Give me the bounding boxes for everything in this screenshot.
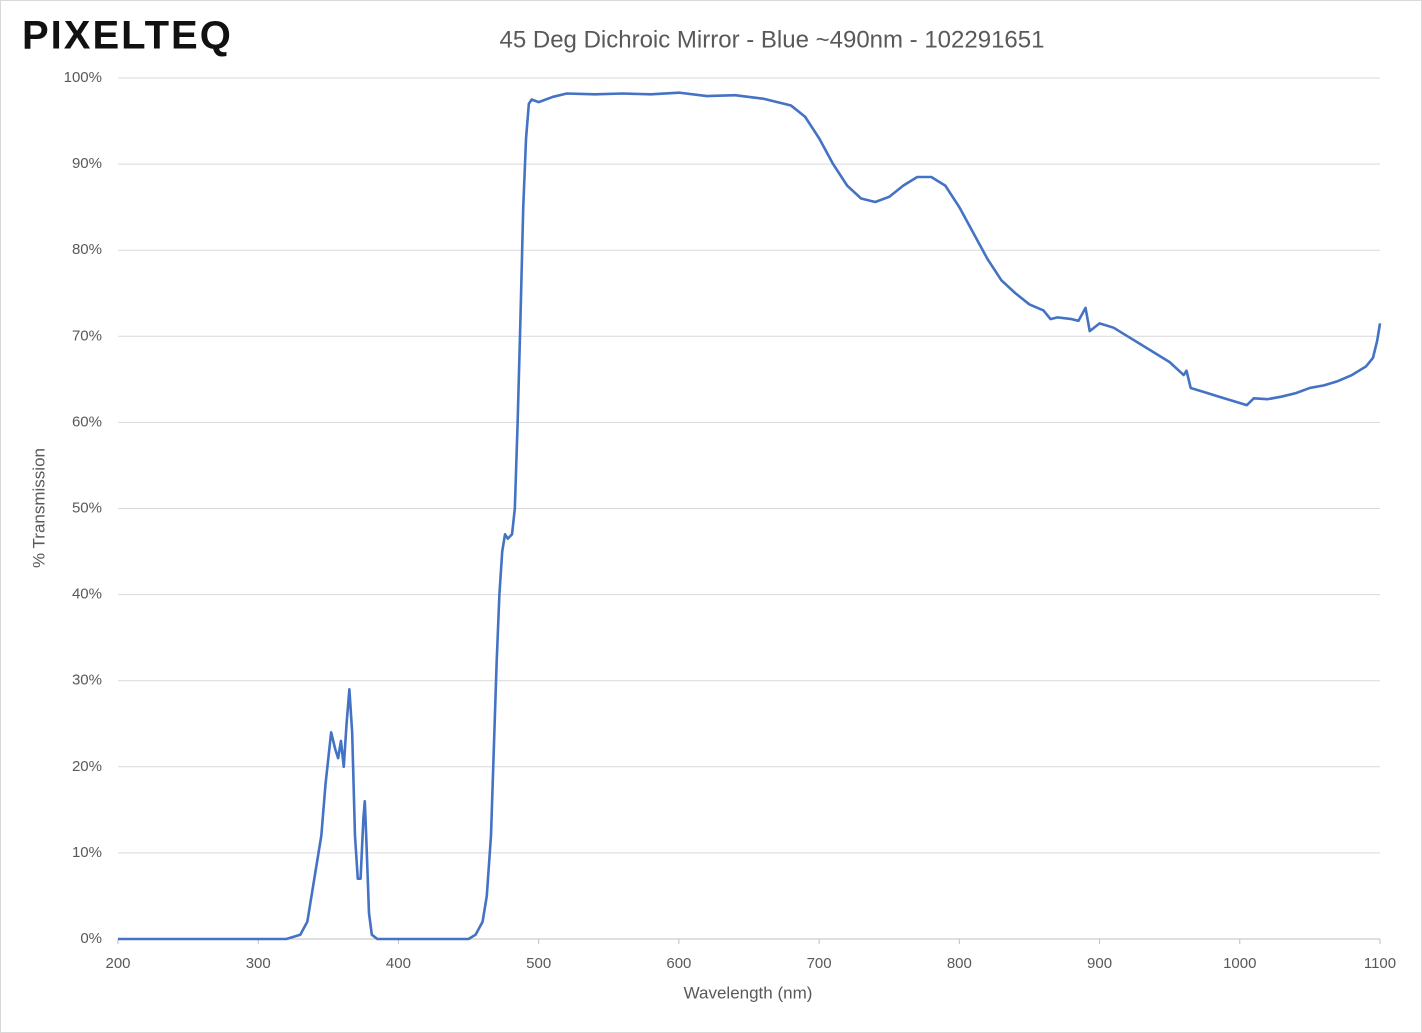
x-tick-label: 200 bbox=[105, 955, 130, 972]
x-tick-label: 900 bbox=[1087, 955, 1112, 972]
y-tick-label: 80% bbox=[72, 241, 102, 258]
y-tick-label: 70% bbox=[72, 327, 102, 344]
chart-title: 45 Deg Dichroic Mirror - Blue ~490nm - 1… bbox=[500, 26, 1045, 53]
x-tick-label: 1100 bbox=[1364, 955, 1396, 972]
y-tick-label: 30% bbox=[72, 672, 102, 689]
y-tick-label: 0% bbox=[80, 930, 102, 947]
y-tick-label: 20% bbox=[72, 758, 102, 775]
logo: PIXELTEQ bbox=[22, 14, 233, 58]
x-tick-label: 600 bbox=[666, 955, 691, 972]
y-tick-label: 40% bbox=[72, 586, 102, 603]
series-line bbox=[118, 91, 1382, 941]
y-tick-label: 50% bbox=[72, 499, 102, 516]
x-tick-label: 800 bbox=[947, 955, 972, 972]
x-tick-label: 1000 bbox=[1223, 955, 1256, 972]
x-tick-label: 500 bbox=[526, 955, 551, 972]
x-tick-label: 300 bbox=[246, 955, 271, 972]
y-tick-label: 90% bbox=[72, 155, 102, 172]
x-tick-label: 700 bbox=[807, 955, 832, 972]
y-tick-label: 60% bbox=[72, 413, 102, 430]
y-tick-label: 100% bbox=[64, 69, 102, 86]
y-tick-label: 10% bbox=[72, 844, 102, 861]
y-axis-title: % Transmission bbox=[29, 448, 48, 568]
x-axis-title: Wavelength (nm) bbox=[684, 983, 813, 1002]
x-tick-label: 400 bbox=[386, 955, 411, 972]
